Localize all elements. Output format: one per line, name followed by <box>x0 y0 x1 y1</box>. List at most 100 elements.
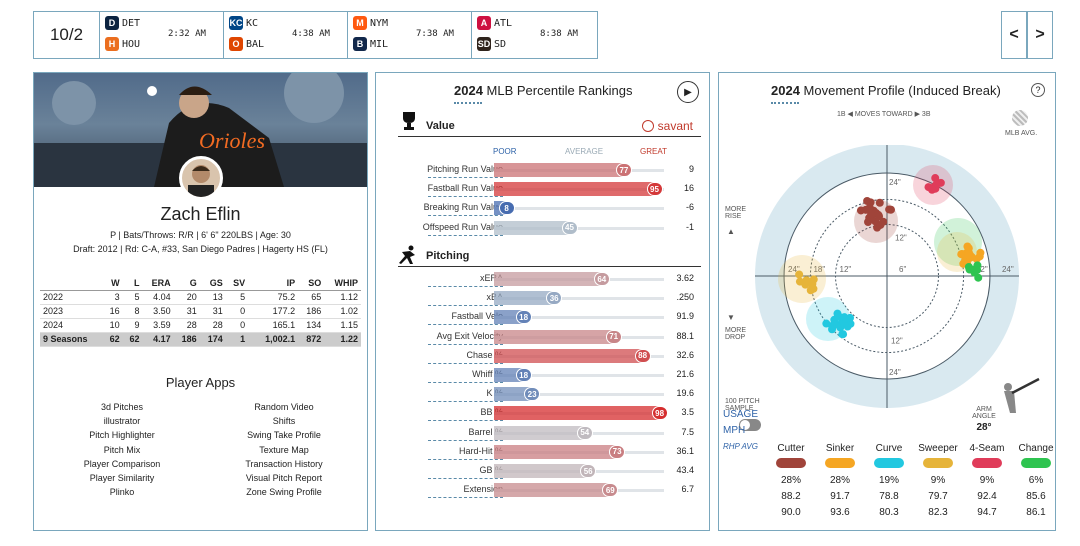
pitch-color-swatch[interactable] <box>1021 458 1051 468</box>
pitch-usage-value: 9% <box>979 475 995 486</box>
percentile-row[interactable]: BB % 98 3.5 <box>376 406 716 422</box>
pitch-color-swatch[interactable] <box>874 458 904 468</box>
label-underline <box>428 305 503 307</box>
savant-link[interactable]: savant <box>642 119 693 133</box>
pitch-color-swatch[interactable] <box>776 458 806 468</box>
pitch-dot <box>861 205 870 214</box>
percentile-dot: 18 <box>515 368 532 382</box>
percentile-row[interactable]: Chase % 88 32.6 <box>376 348 716 364</box>
app-link[interactable]: Player Comparison <box>83 458 161 469</box>
padres-logo-icon: SD <box>477 37 491 51</box>
metric-value: 16 <box>683 183 694 194</box>
label-underline <box>428 439 503 441</box>
percentile-row[interactable]: xERA 64 3.62 <box>376 272 716 287</box>
percentile-dot: 64 <box>593 272 610 286</box>
percentile-dot: 69 <box>602 483 619 498</box>
metric-value: 6.7 <box>681 484 694 495</box>
metric-value: 21.6 <box>676 369 694 379</box>
app-link[interactable]: Player Similarity <box>89 473 155 484</box>
percentile-row[interactable]: Hard-Hit % 73 36.1 <box>376 444 716 460</box>
app-link[interactable]: Transaction History <box>245 458 323 469</box>
title-underline <box>454 102 482 104</box>
metric-value: 3.62 <box>676 273 694 283</box>
metric-label: Fastball Run Value <box>427 183 503 194</box>
ring-label: 12" <box>891 336 903 345</box>
pitch-mph-value: 85.6 <box>1026 491 1046 502</box>
pitch-type-label: Sinker <box>825 443 855 454</box>
app-link[interactable]: Plinko <box>109 487 135 498</box>
pitch-mph-value: 91.7 <box>830 491 850 502</box>
pitch-rhp-value: 93.6 <box>830 507 850 518</box>
bar-track <box>494 374 664 377</box>
next-button[interactable]: > <box>1027 11 1053 59</box>
pitch-color-swatch[interactable] <box>972 458 1002 468</box>
label-underline <box>428 177 503 178</box>
pitch-mph-value: 79.7 <box>928 491 948 502</box>
percentile-row[interactable]: Fastball Velo 18 91.9 <box>376 310 716 326</box>
game-card[interactable]: A ATL SD SD 8:38 AM <box>472 12 596 58</box>
app-link[interactable]: Random Video <box>254 402 314 412</box>
app-link[interactable]: Visual Pitch Report <box>245 473 323 484</box>
tigers-logo-icon: D <box>105 16 119 30</box>
arm-angle-label: ARM ANGLE <box>972 406 996 420</box>
pitch-color-swatch[interactable] <box>923 458 953 468</box>
percentile-row[interactable]: Whiff % 18 21.6 <box>376 368 716 383</box>
game-card[interactable]: D DET H HOU 2:32 AM <box>100 12 224 58</box>
game-card[interactable]: KC KC O BAL 4:38 AM <box>224 12 348 58</box>
title-text: MLB Percentile Rankings <box>486 83 633 98</box>
pitch-dot <box>932 179 941 188</box>
percentile-row[interactable]: Avg Exit Velocity 71 88.1 <box>376 329 716 345</box>
label-underline <box>428 497 503 499</box>
poor-label: POOR <box>493 147 517 156</box>
percentile-row[interactable]: Breaking Run Value 8 -6 <box>376 201 716 217</box>
pitch-type-label: 4-Seam <box>969 443 1005 454</box>
help-icon[interactable]: ? <box>1031 83 1045 97</box>
percentile-row[interactable]: Offspeed Run Value 45 -1 <box>376 220 716 236</box>
game-card[interactable]: M NYM B MIL 7:38 AM <box>348 12 472 58</box>
title-year: 2024 <box>454 83 483 98</box>
away-team: KC <box>246 17 259 29</box>
game-time: 8:38 AM <box>540 29 578 39</box>
mlb-avg-label: MLB AVG. <box>1005 130 1038 137</box>
app-link[interactable]: illustrator <box>103 416 141 427</box>
bar-track <box>494 393 664 397</box>
app-link[interactable]: Shifts <box>272 416 296 427</box>
percentile-row[interactable]: Pitching Run Value 77 9 <box>376 163 716 178</box>
app-link[interactable]: Pitch Highlighter <box>89 430 155 441</box>
percentile-bar <box>494 348 644 363</box>
pitch-color-swatch[interactable] <box>825 458 855 468</box>
percentile-dot: 73 <box>609 444 626 459</box>
play-icon[interactable]: ▶ <box>677 81 699 103</box>
app-link[interactable]: 3d Pitches <box>100 402 144 412</box>
label-underline <box>428 401 503 403</box>
label-underline <box>428 382 503 383</box>
away-team: ATL <box>494 17 513 29</box>
percentile-row[interactable]: Barrel % 54 7.5 <box>376 425 716 441</box>
percentile-row[interactable]: xBA36.250 <box>376 291 716 307</box>
prev-button[interactable]: < <box>1001 11 1027 59</box>
app-link[interactable]: Zone Swing Profile <box>246 487 322 498</box>
app-link[interactable]: Texture Map <box>259 444 309 455</box>
apps-right-column: Random Video Shifts Swing Take Profile T… <box>204 400 364 499</box>
percentile-row[interactable]: Fastball Run Value 95 16 <box>376 182 716 198</box>
metric-label: BB % <box>480 407 503 418</box>
bar-track <box>494 316 664 320</box>
percentile-row[interactable]: Extension 69 6.7 <box>376 483 716 499</box>
percentile-bar <box>494 483 612 498</box>
pitching-section-title: Pitching <box>426 250 470 262</box>
metric-value: .250 <box>676 292 694 303</box>
metric-label: Offspeed Run Value <box>422 221 503 232</box>
sample-toggle[interactable] <box>739 419 761 431</box>
app-link[interactable]: Pitch Mix <box>103 444 141 455</box>
app-link[interactable]: Swing Take Profile <box>247 430 321 441</box>
col-header: SO <box>298 276 325 291</box>
metric-label: GB % <box>479 465 503 475</box>
pitch-dot <box>864 217 873 226</box>
savant-label: savant <box>657 119 693 133</box>
percentile-row[interactable]: GB % 56 43.4 <box>376 464 716 479</box>
scoreboard: 10/2 D DET H HOU 2:32 AM KC KC O BAL 4:3… <box>33 11 598 59</box>
rhp-row-label: RHP AVG <box>723 442 758 451</box>
metric-label: Pitching Run Value <box>427 164 503 174</box>
